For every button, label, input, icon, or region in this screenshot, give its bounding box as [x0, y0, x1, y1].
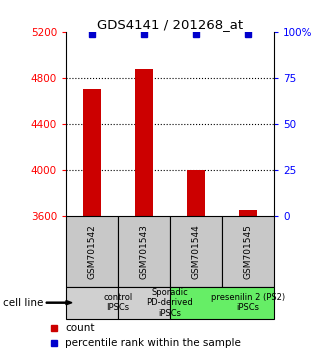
Bar [239, 210, 257, 216]
Bar [66, 216, 118, 287]
Bar [118, 216, 170, 287]
Title: GDS4141 / 201268_at: GDS4141 / 201268_at [97, 18, 243, 31]
Bar [170, 216, 222, 287]
Text: count: count [65, 322, 95, 332]
Bar [170, 287, 274, 319]
Text: percentile rank within the sample: percentile rank within the sample [65, 338, 241, 348]
Text: presenilin 2 (PS2)
iPSCs: presenilin 2 (PS2) iPSCs [211, 293, 285, 312]
Text: GSM701542: GSM701542 [87, 224, 96, 279]
Bar [222, 216, 274, 287]
Bar [66, 287, 118, 319]
Text: Sporadic
PD-derived
iPSCs: Sporadic PD-derived iPSCs [147, 288, 193, 318]
Text: cell line: cell line [3, 298, 44, 308]
Text: control
IPSCs: control IPSCs [103, 293, 133, 312]
Bar [187, 170, 205, 216]
Text: GSM701543: GSM701543 [140, 224, 148, 279]
Bar [83, 89, 101, 216]
Bar [135, 69, 153, 216]
Text: GSM701544: GSM701544 [191, 224, 200, 279]
Text: GSM701545: GSM701545 [244, 224, 252, 279]
Bar [118, 287, 170, 319]
